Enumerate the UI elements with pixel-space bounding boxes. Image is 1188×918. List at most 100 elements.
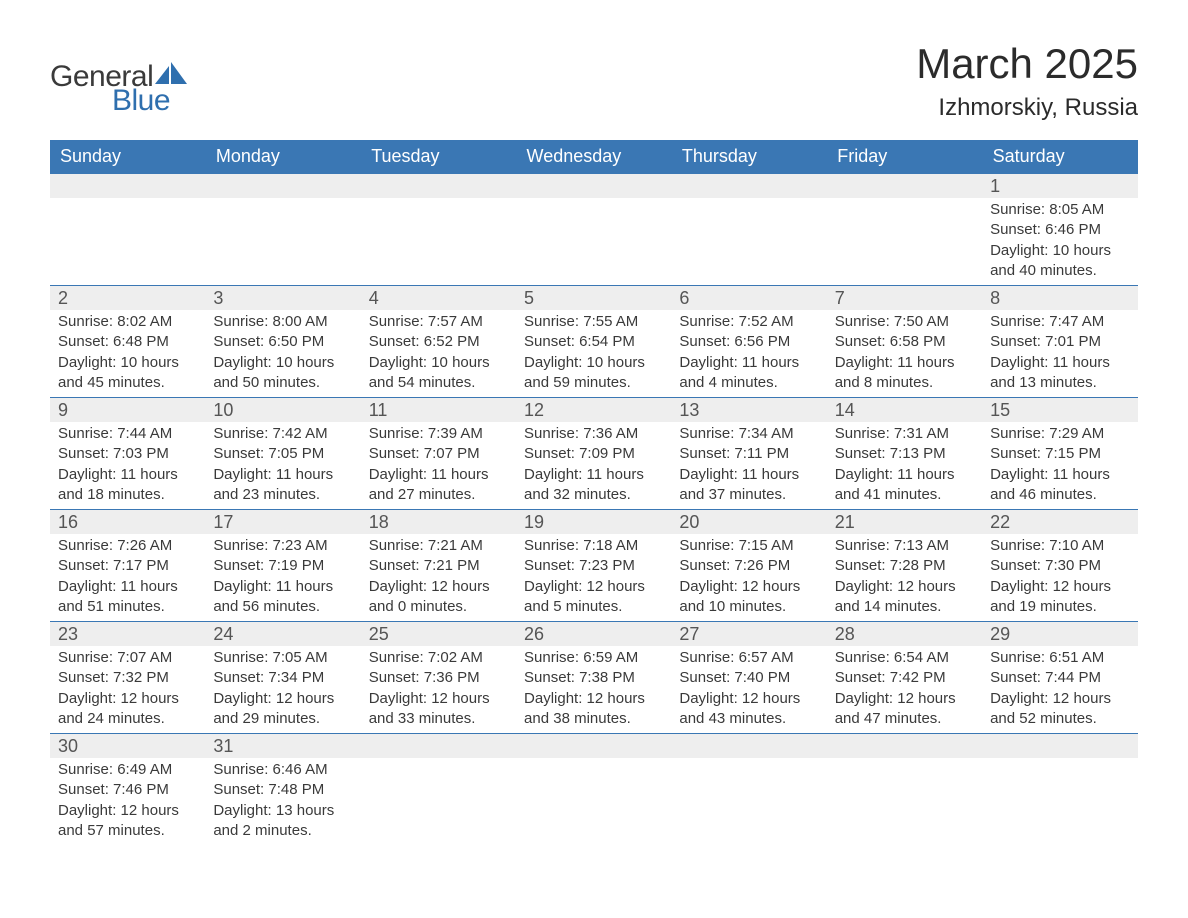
sunrise-text: Sunrise: 7:52 AM: [679, 312, 818, 332]
sunset-text: Sunset: 6:56 PM: [679, 332, 818, 352]
brand-text-2: Blue: [112, 84, 170, 118]
day-data-cell: Sunrise: 6:49 AMSunset: 7:46 PMDaylight:…: [50, 758, 205, 845]
sunrise-text: Sunrise: 7:18 AM: [524, 536, 663, 556]
day-data-cell: Sunrise: 7:57 AMSunset: 6:52 PMDaylight:…: [361, 310, 516, 398]
day-data-cell: [205, 198, 360, 286]
day-number-cell: [516, 734, 671, 759]
daylight-text: and 18 minutes.: [58, 485, 197, 505]
day-data-cell: Sunrise: 6:54 AMSunset: 7:42 PMDaylight:…: [827, 646, 982, 734]
day-number-cell: 21: [827, 510, 982, 535]
daylight-text: and 41 minutes.: [835, 485, 974, 505]
day-number-cell: 16: [50, 510, 205, 535]
day-number-cell: 29: [982, 622, 1137, 647]
daylight-text: and 38 minutes.: [524, 709, 663, 729]
sunset-text: Sunset: 6:54 PM: [524, 332, 663, 352]
day-number-cell: 27: [671, 622, 826, 647]
sunset-text: Sunset: 6:58 PM: [835, 332, 974, 352]
day-data-cell: Sunrise: 7:34 AMSunset: 7:11 PMDaylight:…: [671, 422, 826, 510]
daylight-text: and 33 minutes.: [369, 709, 508, 729]
daylight-text: Daylight: 11 hours: [524, 465, 663, 485]
day-data-cell: Sunrise: 6:51 AMSunset: 7:44 PMDaylight:…: [982, 646, 1137, 734]
day-number-cell: 30: [50, 734, 205, 759]
day-number-cell: 28: [827, 622, 982, 647]
day-data-cell: Sunrise: 6:46 AMSunset: 7:48 PMDaylight:…: [205, 758, 360, 845]
sunrise-text: Sunrise: 8:00 AM: [213, 312, 352, 332]
sunset-text: Sunset: 7:15 PM: [990, 444, 1129, 464]
day-data-cell: Sunrise: 7:18 AMSunset: 7:23 PMDaylight:…: [516, 534, 671, 622]
daylight-text: Daylight: 11 hours: [679, 353, 818, 373]
daylight-text: and 47 minutes.: [835, 709, 974, 729]
day-data-cell: Sunrise: 7:39 AMSunset: 7:07 PMDaylight:…: [361, 422, 516, 510]
day-data-cell: Sunrise: 8:05 AMSunset: 6:46 PMDaylight:…: [982, 198, 1137, 286]
day-number-cell: [827, 174, 982, 199]
daydata-row: Sunrise: 7:44 AMSunset: 7:03 PMDaylight:…: [50, 422, 1138, 510]
day-data-cell: [671, 758, 826, 845]
daynum-row: 1: [50, 174, 1138, 199]
daylight-text: Daylight: 11 hours: [58, 465, 197, 485]
sunrise-text: Sunrise: 6:51 AM: [990, 648, 1129, 668]
day-data-cell: [827, 758, 982, 845]
sunrise-text: Sunrise: 7:31 AM: [835, 424, 974, 444]
day-number-cell: 10: [205, 398, 360, 423]
daylight-text: and 43 minutes.: [679, 709, 818, 729]
day-number-cell: 25: [361, 622, 516, 647]
sunset-text: Sunset: 7:36 PM: [369, 668, 508, 688]
daynum-row: 3031: [50, 734, 1138, 759]
sunrise-text: Sunrise: 7:44 AM: [58, 424, 197, 444]
sunset-text: Sunset: 7:07 PM: [369, 444, 508, 464]
day-number-cell: 6: [671, 286, 826, 311]
day-data-cell: Sunrise: 7:10 AMSunset: 7:30 PMDaylight:…: [982, 534, 1137, 622]
daynum-row: 16171819202122: [50, 510, 1138, 535]
sunset-text: Sunset: 7:19 PM: [213, 556, 352, 576]
sunset-text: Sunset: 7:09 PM: [524, 444, 663, 464]
daylight-text: Daylight: 11 hours: [990, 353, 1129, 373]
day-number-cell: [827, 734, 982, 759]
sunset-text: Sunset: 7:42 PM: [835, 668, 974, 688]
day-number-cell: 17: [205, 510, 360, 535]
weekday-header: Sunday: [50, 140, 205, 174]
sunrise-text: Sunrise: 7:26 AM: [58, 536, 197, 556]
daylight-text: Daylight: 11 hours: [213, 577, 352, 597]
day-data-cell: Sunrise: 7:44 AMSunset: 7:03 PMDaylight:…: [50, 422, 205, 510]
daylight-text: Daylight: 10 hours: [990, 241, 1129, 261]
day-data-cell: Sunrise: 7:26 AMSunset: 7:17 PMDaylight:…: [50, 534, 205, 622]
day-number-cell: 8: [982, 286, 1137, 311]
day-number-cell: 19: [516, 510, 671, 535]
daylight-text: and 51 minutes.: [58, 597, 197, 617]
daylight-text: and 40 minutes.: [990, 261, 1129, 281]
sunset-text: Sunset: 7:40 PM: [679, 668, 818, 688]
day-data-cell: [827, 198, 982, 286]
sunset-text: Sunset: 7:03 PM: [58, 444, 197, 464]
sunrise-text: Sunrise: 8:05 AM: [990, 200, 1129, 220]
weekday-header: Friday: [827, 140, 982, 174]
sunset-text: Sunset: 7:44 PM: [990, 668, 1129, 688]
day-number-cell: [982, 734, 1137, 759]
daylight-text: Daylight: 11 hours: [58, 577, 197, 597]
sunrise-text: Sunrise: 7:34 AM: [679, 424, 818, 444]
day-data-cell: Sunrise: 7:55 AMSunset: 6:54 PMDaylight:…: [516, 310, 671, 398]
day-data-cell: Sunrise: 7:50 AMSunset: 6:58 PMDaylight:…: [827, 310, 982, 398]
brand-logo: General Blue: [50, 60, 189, 118]
sunset-text: Sunset: 6:46 PM: [990, 220, 1129, 240]
day-data-cell: Sunrise: 7:21 AMSunset: 7:21 PMDaylight:…: [361, 534, 516, 622]
daylight-text: Daylight: 12 hours: [990, 689, 1129, 709]
day-number-cell: [361, 174, 516, 199]
daylight-text: and 29 minutes.: [213, 709, 352, 729]
day-number-cell: 5: [516, 286, 671, 311]
sunset-text: Sunset: 7:38 PM: [524, 668, 663, 688]
daylight-text: and 19 minutes.: [990, 597, 1129, 617]
daydata-row: Sunrise: 7:26 AMSunset: 7:17 PMDaylight:…: [50, 534, 1138, 622]
daylight-text: Daylight: 11 hours: [990, 465, 1129, 485]
daylight-text: and 5 minutes.: [524, 597, 663, 617]
daydata-row: Sunrise: 8:05 AMSunset: 6:46 PMDaylight:…: [50, 198, 1138, 286]
title-block: March 2025 Izhmorskiy, Russia: [916, 40, 1138, 122]
page-title: March 2025: [916, 40, 1138, 88]
daynum-row: 2345678: [50, 286, 1138, 311]
day-data-cell: Sunrise: 7:31 AMSunset: 7:13 PMDaylight:…: [827, 422, 982, 510]
daylight-text: and 54 minutes.: [369, 373, 508, 393]
day-data-cell: [982, 758, 1137, 845]
daydata-row: Sunrise: 6:49 AMSunset: 7:46 PMDaylight:…: [50, 758, 1138, 845]
weekday-header: Tuesday: [361, 140, 516, 174]
sunrise-text: Sunrise: 7:57 AM: [369, 312, 508, 332]
day-number-cell: [361, 734, 516, 759]
